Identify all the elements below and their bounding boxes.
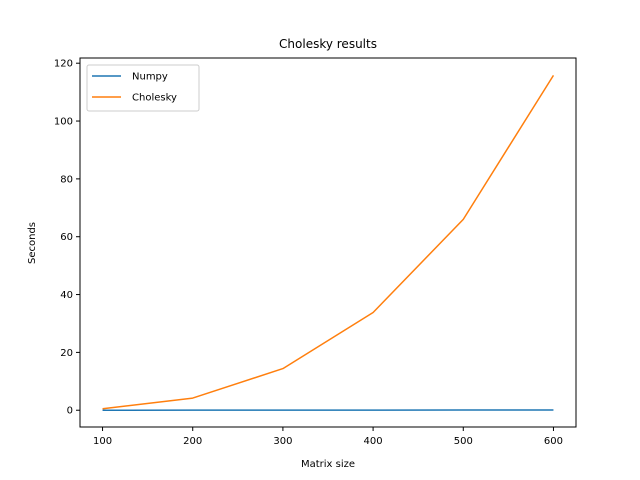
- y-tick-label: 120: [54, 59, 73, 70]
- y-tick-label: 20: [60, 348, 73, 359]
- y-tick-label: 60: [60, 232, 73, 243]
- plot-area: [102, 74, 555, 411]
- chart-title: Cholesky results: [279, 37, 377, 51]
- x-tick-label: 600: [544, 436, 563, 447]
- y-tick-label: 0: [67, 406, 73, 417]
- x-tick-label: 100: [93, 436, 112, 447]
- x-tick-label: 300: [273, 436, 292, 447]
- x-tick-label: 400: [364, 436, 383, 447]
- y-tick-label: 80: [60, 174, 73, 185]
- axes-frame: [79, 57, 577, 428]
- legend: Numpy Cholesky: [86, 64, 200, 112]
- y-tick-label: 100: [54, 117, 73, 128]
- y-axis-label: Seconds: [27, 222, 38, 264]
- legend-label-numpy: Numpy: [132, 72, 168, 83]
- x-tick-label: 500: [454, 436, 473, 447]
- x-tick-label: 200: [183, 436, 202, 447]
- series-line-cholesky: [102, 74, 555, 410]
- y-axis: 0 20 40 60 80 100 120: [54, 59, 80, 417]
- x-axis-label: Matrix size: [301, 459, 355, 470]
- x-axis: 100 200 300 400 500 600: [93, 427, 563, 447]
- y-tick-label: 40: [60, 290, 73, 301]
- legend-label-cholesky: Cholesky: [132, 93, 177, 104]
